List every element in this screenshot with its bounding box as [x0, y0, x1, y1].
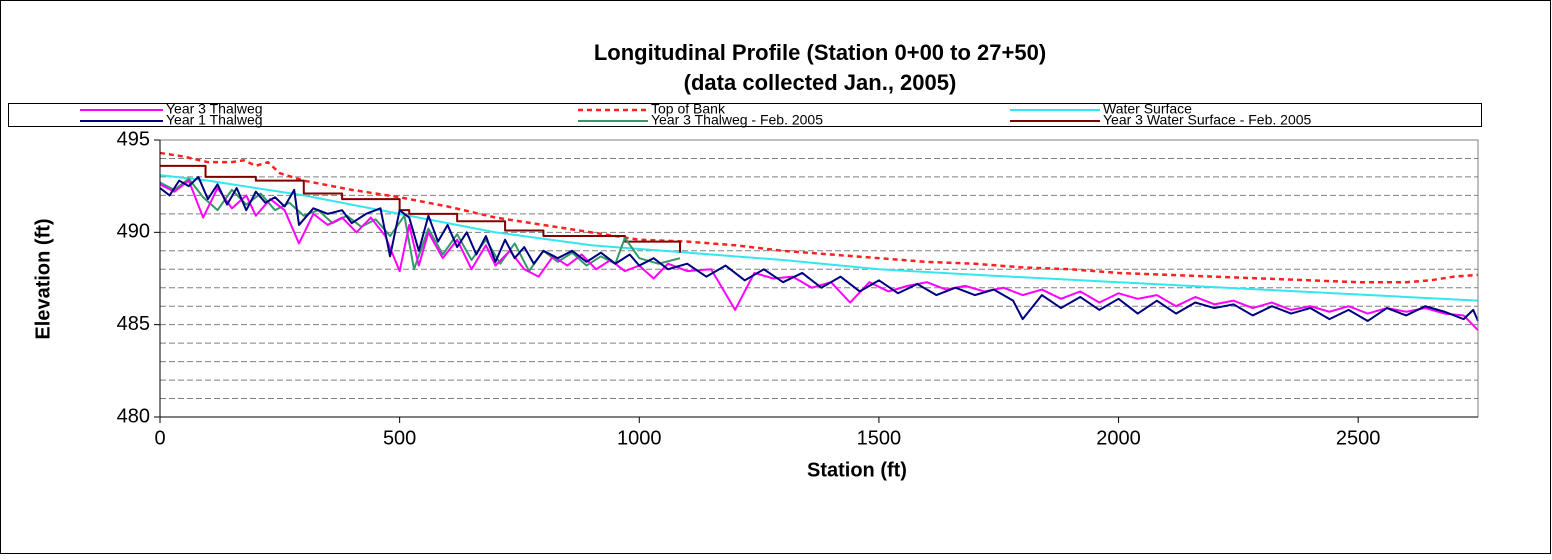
x-tick-label: 2000	[1096, 427, 1141, 449]
x-tick-label: 1000	[617, 427, 662, 449]
y-axis-label: Elevation (ft)	[32, 218, 54, 339]
chart-title: Longitudinal Profile (Station 0+00 to 27…	[594, 40, 1046, 65]
legend-label: Year 3 Thalweg	[166, 101, 263, 117]
legend-label: Water Surface	[1103, 101, 1192, 117]
legend-label: Year 3 Thalweg - Feb. 2005	[651, 112, 823, 128]
x-tick-label: 500	[383, 427, 416, 449]
legend-box	[8, 103, 1482, 127]
legend-label: Year 1 Thalweg	[166, 112, 263, 128]
chart-subtitle: (data collected Jan., 2005)	[684, 70, 957, 95]
y-tick-label: 485	[117, 313, 150, 335]
series-line	[159, 177, 681, 273]
y-tick-label: 480	[117, 405, 150, 427]
legend-label: Top of Bank	[651, 101, 726, 117]
x-tick-label: 2500	[1336, 427, 1381, 449]
x-tick-label: 0	[154, 427, 165, 449]
series-line	[159, 179, 1479, 331]
series-line	[160, 164, 682, 253]
series-line	[159, 175, 1479, 322]
y-tick-label: 495	[117, 128, 150, 150]
series-line	[159, 174, 1479, 302]
legend-label: Year 3 Water Surface - Feb. 2005	[1103, 112, 1312, 128]
x-axis-label: Station (ft)	[807, 459, 907, 481]
x-tick-label: 1500	[857, 427, 902, 449]
series-line	[159, 151, 1479, 284]
y-tick-label: 490	[117, 221, 150, 243]
